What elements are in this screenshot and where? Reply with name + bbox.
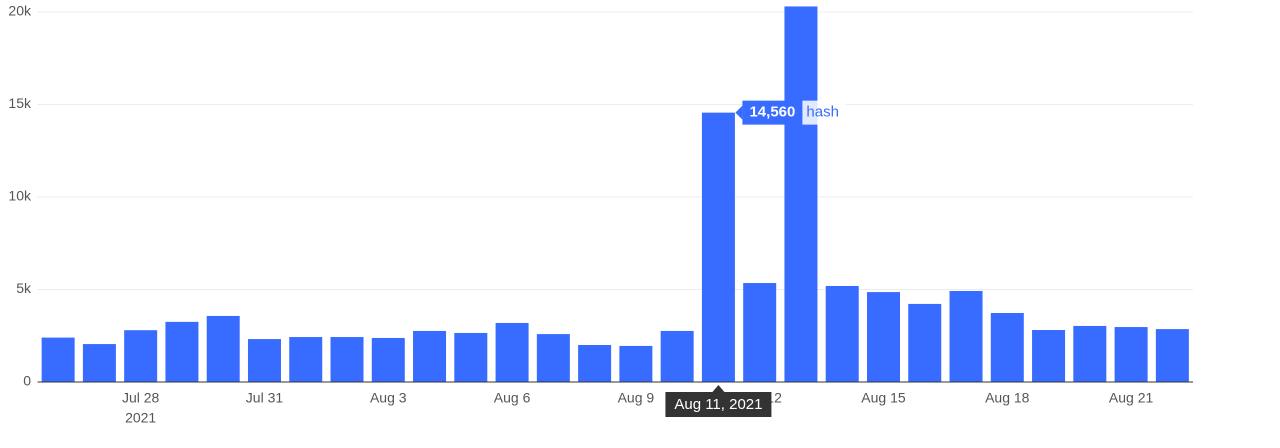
bar xyxy=(289,337,323,382)
date-label: Aug 11, 2021 xyxy=(674,396,762,413)
bar xyxy=(330,337,364,382)
x-tick-label: Aug 21 xyxy=(1109,390,1154,406)
bar xyxy=(1032,330,1066,382)
y-tick-label: 10k xyxy=(8,188,32,204)
tooltip-series: hash xyxy=(806,104,839,121)
y-tick-label: 5k xyxy=(16,280,32,296)
bar xyxy=(206,315,240,382)
date-tooltip: Aug 11, 2021 xyxy=(665,385,772,417)
bar xyxy=(536,334,570,382)
bar xyxy=(247,339,281,382)
x-tick-label: Jul 28 xyxy=(122,390,160,406)
y-tick-label: 0 xyxy=(23,373,31,389)
bar xyxy=(866,292,900,382)
x-tick-label: Aug 6 xyxy=(494,390,531,406)
tooltip-pointer xyxy=(735,105,743,120)
bar xyxy=(743,283,777,382)
bar xyxy=(371,337,405,382)
bar xyxy=(701,112,735,382)
x-year-label: 2021 xyxy=(125,410,156,426)
value-tooltip: 14,560 hash xyxy=(735,100,847,125)
bar xyxy=(825,285,859,382)
bar xyxy=(454,332,488,382)
x-tick-label: Jul 31 xyxy=(246,390,284,406)
bar xyxy=(1155,329,1189,382)
bar xyxy=(908,303,942,382)
bar xyxy=(990,312,1024,382)
x-tick-label: Aug 3 xyxy=(370,390,407,406)
tooltip-value-box xyxy=(742,100,803,125)
bar xyxy=(413,330,447,382)
y-tick-label: 20k xyxy=(8,3,32,19)
bar xyxy=(41,337,75,382)
y-tick-label: 15k xyxy=(8,95,32,111)
bar xyxy=(1073,325,1107,382)
x-tick-label: Aug 9 xyxy=(618,390,655,406)
bar xyxy=(165,321,199,382)
x-tick-label: Aug 18 xyxy=(985,390,1030,406)
tooltip-series-box xyxy=(802,100,847,125)
date-box xyxy=(665,392,772,417)
bar xyxy=(949,290,983,382)
bar xyxy=(1114,327,1148,382)
bar xyxy=(578,345,612,382)
bar xyxy=(784,6,818,382)
date-pointer xyxy=(712,385,725,392)
bar xyxy=(619,345,653,382)
tooltip-value: 14,560 xyxy=(749,104,795,121)
bar xyxy=(495,322,529,382)
x-tick-label: Aug 15 xyxy=(861,390,906,406)
bar xyxy=(82,344,116,382)
bar xyxy=(660,330,694,382)
bar xyxy=(124,330,158,382)
